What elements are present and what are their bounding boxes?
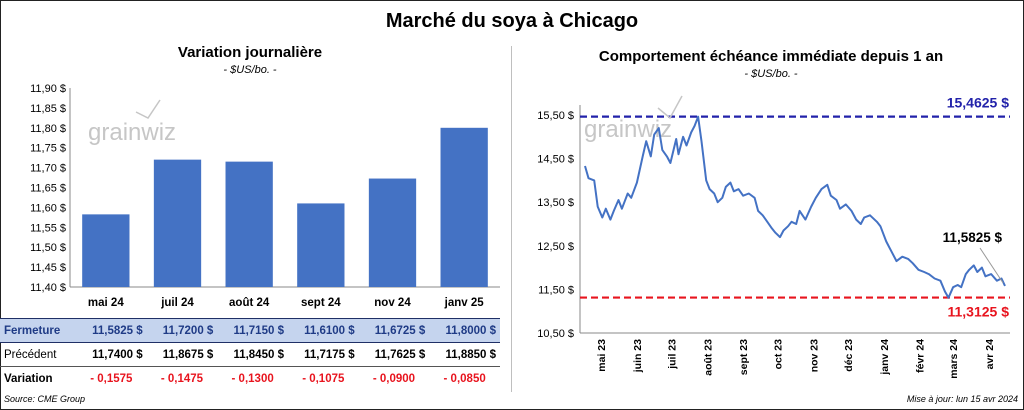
row-label-previous: Précédent — [4, 348, 57, 361]
close-cell: 11,5825 $ — [76, 318, 147, 343]
y-tick-label: 11,45 $ — [30, 262, 66, 274]
right-panel-subtitle: - $US/bo. - — [744, 68, 798, 80]
x-tick-label: janv 25 — [444, 297, 485, 309]
variation-cell: - 0,1300 — [217, 366, 288, 390]
high-annotation: 15,4625 $ — [947, 95, 1009, 111]
x-tick-label: août 24 — [229, 297, 270, 309]
quotes-table: Fermeture 11,5825 $ 11,7200 $ 11,7150 $ … — [0, 318, 500, 390]
previous-cell: 11,7175 $ — [304, 348, 355, 361]
y-tick-label: 11,75 $ — [30, 143, 66, 155]
y-tick-label: 11,40 $ — [30, 282, 66, 294]
variation-cell: - 0,1475 — [146, 366, 218, 390]
close-cell: 11,6100 $ — [287, 318, 359, 343]
y-tick-label: 11,90 $ — [30, 83, 66, 95]
close-row: Fermeture 11,5825 $ 11,7200 $ 11,7150 $ … — [0, 318, 500, 343]
variation-cell: - 0,0850 — [429, 366, 500, 390]
close-cell: 11,7200 $ — [146, 318, 218, 343]
x-tick-label: juil 23 — [667, 339, 679, 370]
y-tick-label: 11,65 $ — [30, 183, 66, 195]
x-tick-label: sept 24 — [301, 297, 341, 309]
y-tick-label: 11,50 $ — [538, 284, 574, 296]
watermark-logo: grainwiz — [88, 119, 176, 146]
y-tick-label: 11,70 $ — [30, 163, 66, 175]
y-tick-label: 11,55 $ — [30, 222, 66, 234]
x-tick-label: nov 24 — [374, 297, 411, 309]
x-tick-label: mars 24 — [948, 339, 960, 379]
previous-cell: 11,8675 $ — [162, 348, 214, 361]
x-tick-label: sept 23 — [738, 339, 750, 375]
bar — [440, 127, 488, 287]
last-price-annotation: 11,5825 $ — [943, 230, 1003, 245]
y-tick-label: 12,50 $ — [537, 241, 574, 253]
right-panel-title: Comportement échéance immédiate depuis 1… — [598, 48, 944, 65]
low-annotation: 11,3125 $ — [947, 304, 1009, 320]
x-tick-label: juil 24 — [160, 297, 194, 309]
variation-row: Variation - 0,1575 - 0,1475 - 0,1300 - 0… — [0, 366, 500, 390]
variation-cell: - 0,1575 — [76, 366, 147, 390]
row-label-variation: Variation — [0, 366, 76, 390]
previous-cell: 11,7400 $ — [92, 348, 143, 361]
bar — [368, 178, 417, 287]
close-cell: 11,8000 $ — [429, 318, 500, 343]
y-tick-label: 11,85 $ — [30, 103, 66, 115]
previous-cell: 11,8450 $ — [233, 348, 284, 361]
x-tick-label: juin 23 — [632, 339, 644, 373]
price-series-line — [584, 115, 1006, 299]
x-tick-label: déc 23 — [843, 339, 855, 372]
bar — [297, 203, 345, 287]
y-tick-label: 11,60 $ — [30, 202, 66, 214]
bar — [225, 161, 273, 287]
y-tick-label: 15,50 $ — [537, 110, 574, 122]
y-tick-label: 10,50 $ — [537, 328, 574, 340]
x-tick-label: avr 24 — [984, 339, 996, 370]
previous-cell: 11,7625 $ — [374, 348, 426, 361]
panel-divider — [511, 46, 512, 392]
close-cell: 11,6725 $ — [358, 318, 430, 343]
x-tick-label: août 23 — [702, 339, 714, 376]
variation-cell: - 0,1075 — [287, 366, 359, 390]
watermark-mark — [657, 95, 683, 120]
y-tick-label: 13,50 $ — [537, 197, 574, 209]
x-tick-label: oct 23 — [773, 339, 785, 370]
x-tick-label: mai 23 — [596, 339, 608, 372]
source-note: Source: CME Group — [4, 394, 86, 404]
previous-row: Précédent 11,7400 $ 11,8675 $ 11,8450 $ … — [0, 343, 500, 367]
update-note: Mise à jour: lun 15 avr 2024 — [906, 394, 1018, 404]
left-panel-title: Variation journalière — [177, 44, 323, 61]
watermark-mark — [135, 99, 161, 119]
y-tick-label: 11,50 $ — [30, 242, 66, 254]
main-title: Marché du soya à Chicago — [385, 10, 639, 32]
previous-cell: 11,8850 $ — [445, 348, 496, 361]
y-tick-label: 11,80 $ — [30, 123, 66, 135]
bar — [82, 214, 130, 287]
left-panel-subtitle: - $US/bo. - — [223, 64, 277, 76]
bar — [153, 159, 202, 287]
y-tick-label: 14,50 $ — [537, 154, 574, 166]
bar-chart: 11,40 $ 11,45 $ 11,50 $ 11,55 $ 11,60 $ 11,65… — [30, 83, 500, 309]
x-tick-label: mai 24 — [88, 297, 124, 309]
last-price-leader — [979, 247, 1004, 284]
x-tick-label: nov 23 — [808, 339, 820, 372]
line-chart: 10,50 $ 11,50 $ 12,50 $ 13,50 $ 14,50 $ 15,50… — [537, 95, 1010, 379]
variation-cell: - 0,0900 — [358, 366, 430, 390]
x-tick-label: janv 24 — [879, 339, 891, 376]
close-cell: 11,7150 $ — [217, 318, 288, 343]
row-label-close: Fermeture — [0, 318, 76, 343]
x-tick-label: févr 24 — [915, 339, 927, 373]
